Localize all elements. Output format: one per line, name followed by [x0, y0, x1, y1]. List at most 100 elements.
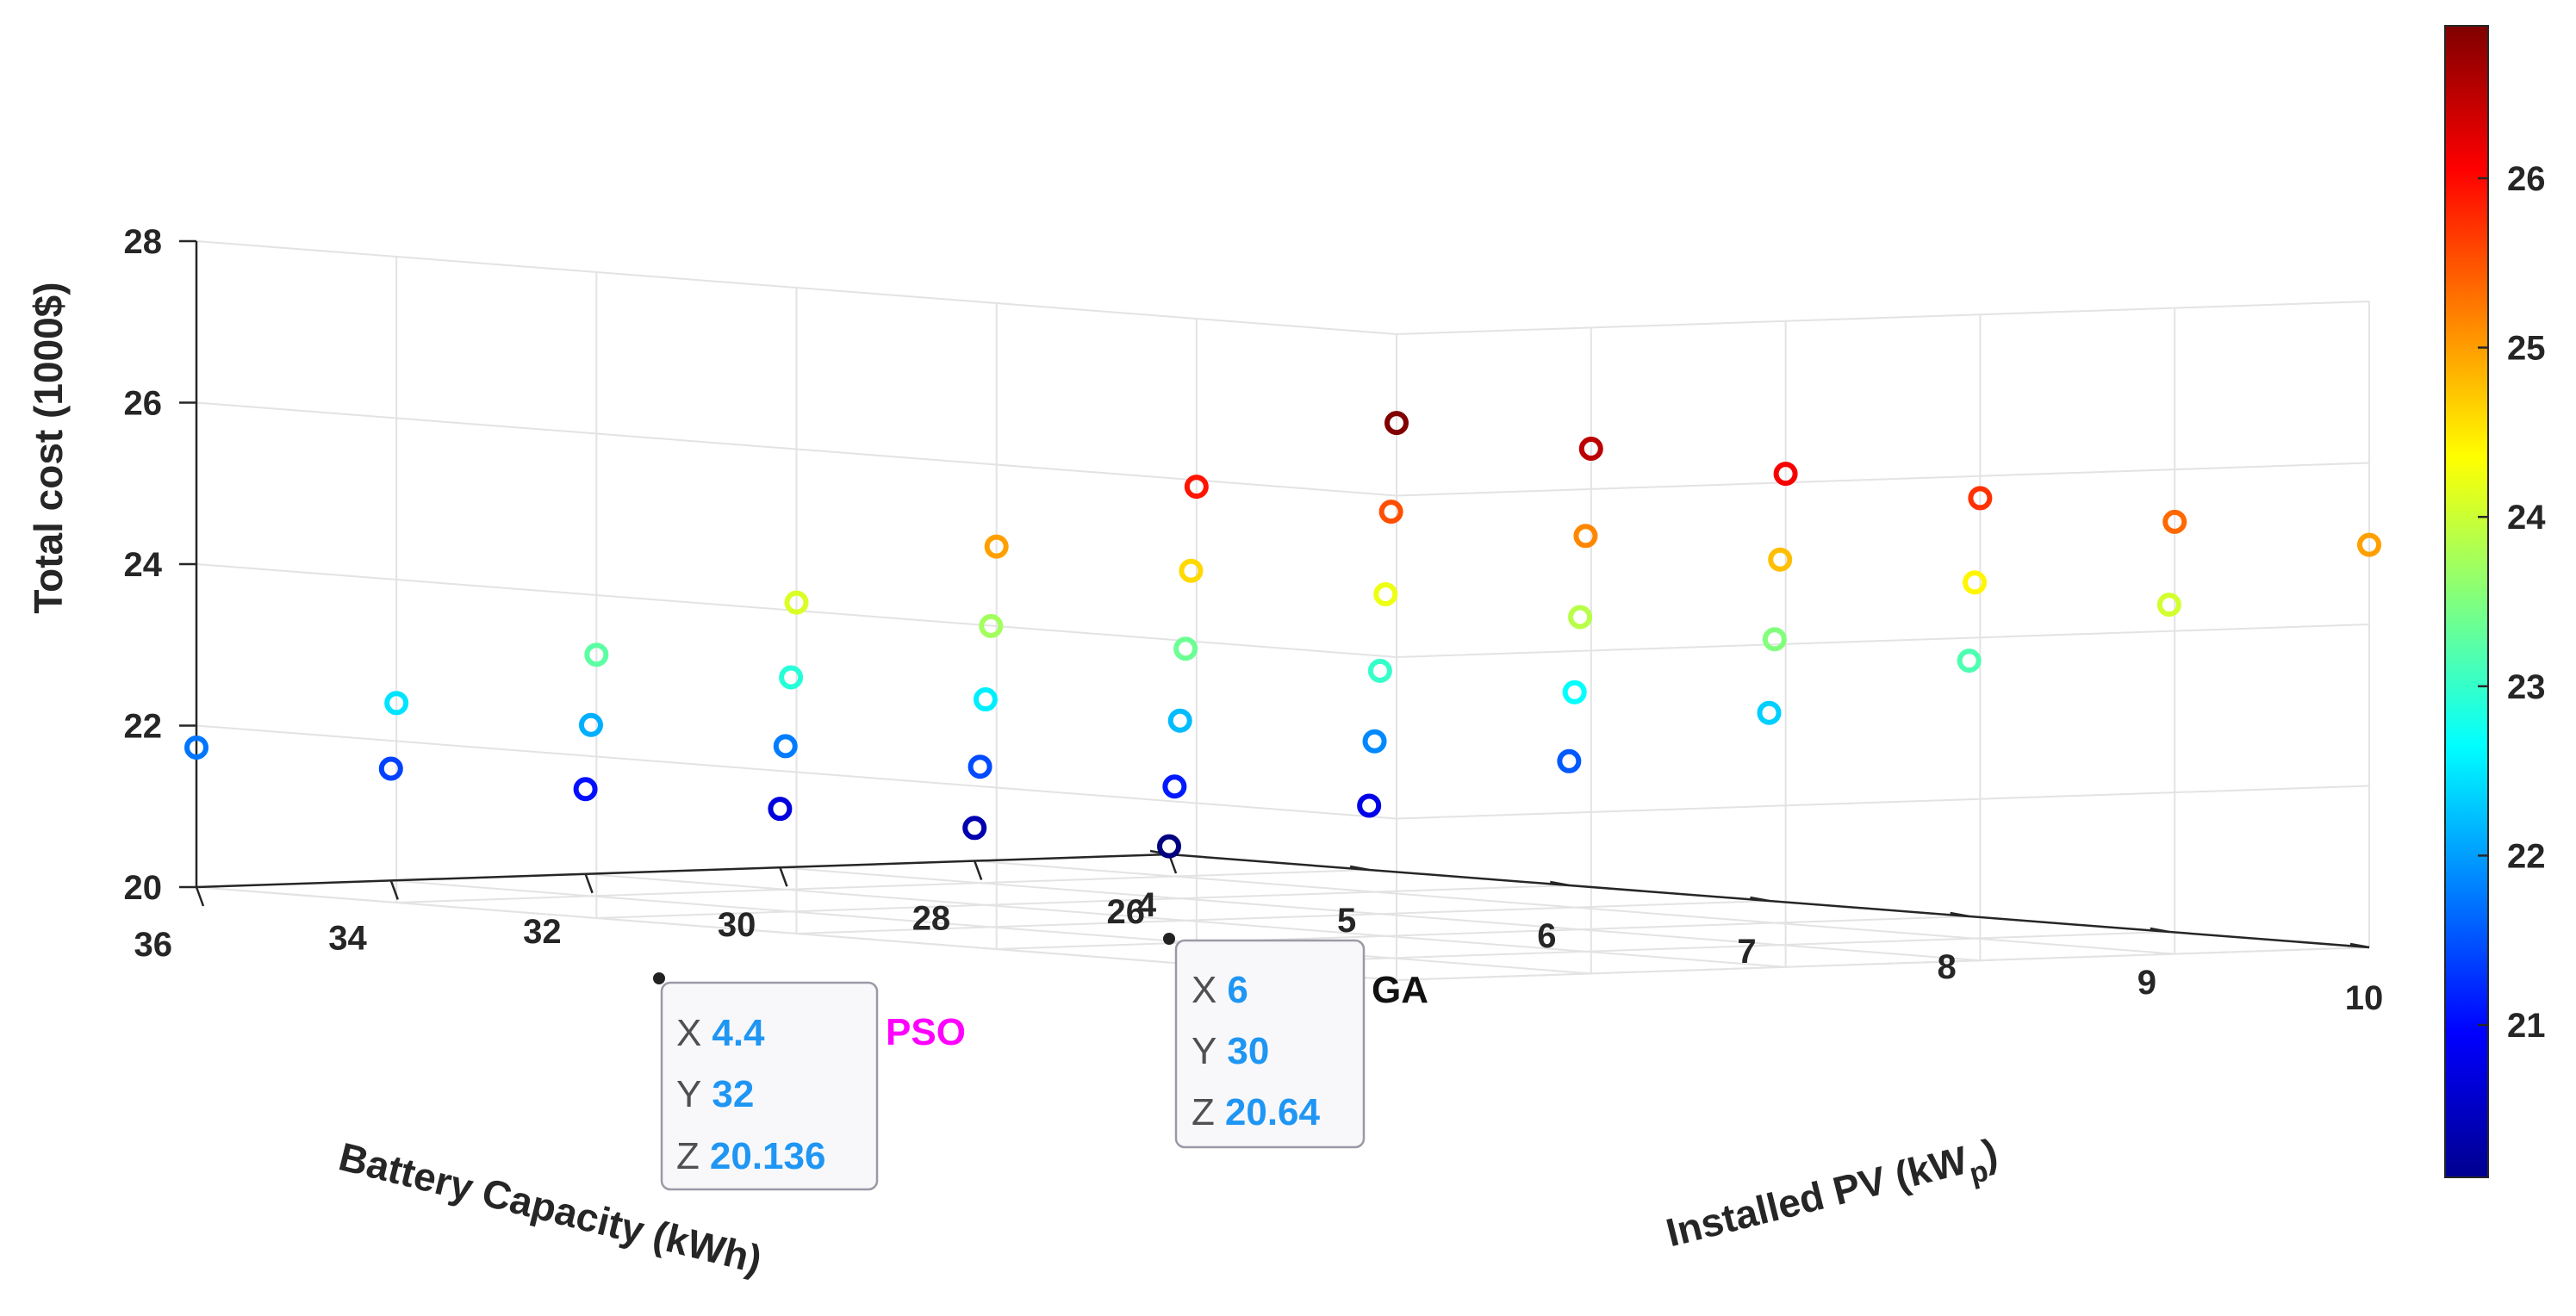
- grid-line: [396, 869, 1370, 903]
- z-tick-label: 28: [124, 223, 163, 261]
- data-point[interactable]: [2162, 509, 2187, 534]
- x-tick-mark: [1349, 865, 1370, 872]
- data-point[interactable]: [979, 613, 1004, 638]
- grid-lines: [196, 240, 2370, 982]
- grid-line: [796, 900, 1770, 934]
- z-tick-label: 20: [124, 869, 163, 907]
- y-tick-mark: [974, 860, 983, 881]
- grid-line: [585, 872, 1786, 968]
- data-point[interactable]: [1179, 558, 1204, 583]
- y-tick-label: 36: [134, 926, 173, 964]
- data-point[interactable]: [578, 712, 603, 737]
- y-tick-mark: [195, 886, 205, 907]
- data-point[interactable]: [1184, 475, 1209, 500]
- grid-line: [596, 885, 1570, 919]
- y-tick-label: 30: [718, 906, 756, 944]
- data-point[interactable]: [968, 754, 992, 779]
- colorbar-tick-label: 23: [2507, 668, 2546, 706]
- colorbar-tick-label: 21: [2507, 1007, 2546, 1045]
- colorbar-tick-label: 22: [2507, 837, 2546, 875]
- data-point[interactable]: [384, 691, 409, 716]
- data-point[interactable]: [1362, 729, 1387, 754]
- z-tick-label: 24: [124, 546, 163, 584]
- data-point[interactable]: [1968, 486, 1993, 511]
- data-point[interactable]: [2357, 532, 2381, 557]
- colorbar: 21 22 23 24 25 26: [2444, 25, 2546, 1178]
- x-tick-label: 8: [1938, 948, 1957, 986]
- data-point[interactable]: [973, 687, 998, 712]
- z-tick-label: 22: [124, 708, 163, 746]
- z-tick-label: 26: [124, 385, 163, 423]
- data-point[interactable]: [773, 734, 798, 759]
- x-axis-label: Installed PV (kWp): [1662, 1130, 2005, 1265]
- data-point[interactable]: [784, 590, 809, 615]
- data-point[interactable]: [1162, 774, 1187, 799]
- y-tick-mark: [584, 873, 594, 894]
- data-point[interactable]: [584, 642, 609, 667]
- grid-line: [974, 860, 2175, 955]
- x-tick-label: 5: [1337, 902, 1356, 940]
- pso-point-marker: [653, 972, 665, 984]
- y-axis-line: [196, 853, 1170, 889]
- data-point[interactable]: [1573, 524, 1598, 549]
- grid-line: [996, 916, 1969, 950]
- colorbar-tick-label: 24: [2507, 499, 2546, 537]
- data-point[interactable]: [1384, 411, 1409, 436]
- x-tick-label: 6: [1537, 917, 1556, 955]
- data-point[interactable]: [1157, 834, 1181, 859]
- ga-tip-z: Z 20.64: [1192, 1091, 1321, 1133]
- data-point[interactable]: [1957, 649, 1982, 674]
- data-point[interactable]: [779, 665, 804, 690]
- data-point[interactable]: [1568, 605, 1593, 630]
- x-tick-mark: [2349, 942, 2370, 949]
- data-point[interactable]: [1562, 680, 1587, 705]
- x-tick-mark: [1550, 880, 1570, 887]
- data-point[interactable]: [378, 756, 403, 781]
- data-point[interactable]: [1378, 500, 1403, 525]
- colorbar-tick-label: 25: [2507, 330, 2546, 368]
- grid-line: [196, 240, 2370, 336]
- colorbar-tick-label: 26: [2507, 160, 2546, 198]
- x-tick-mark: [1950, 911, 1969, 918]
- x-tick-label: 4: [1137, 886, 1157, 924]
- grid-line: [780, 866, 1981, 962]
- data-point[interactable]: [984, 534, 1009, 559]
- data-point[interactable]: [184, 735, 208, 760]
- data-point[interactable]: [1768, 547, 1793, 572]
- x-tick-label: 10: [2345, 979, 2384, 1017]
- data-point[interactable]: [1373, 582, 1398, 607]
- colorbar-gradient: [2444, 25, 2489, 1178]
- grid-line: [196, 724, 2370, 820]
- data-point[interactable]: [962, 816, 987, 841]
- data-point[interactable]: [768, 797, 793, 822]
- grid-line: [196, 886, 2370, 982]
- ga-tip-y: Y 30: [1192, 1030, 1269, 1072]
- data-point[interactable]: [1762, 627, 1787, 652]
- data-point[interactable]: [1578, 437, 1603, 462]
- data-point[interactable]: [2156, 593, 2181, 618]
- data-point[interactable]: [1167, 708, 1192, 733]
- pso-label: PSO: [886, 1011, 966, 1053]
- y-tick-mark: [389, 879, 399, 900]
- y-tick-label: 34: [328, 919, 367, 957]
- x-axis-label-main: Installed PV (kW: [1662, 1137, 1972, 1255]
- data-point[interactable]: [1773, 462, 1798, 487]
- ga-label: GA: [1372, 969, 1428, 1011]
- x-tick-label: 7: [1737, 933, 1756, 971]
- data-point[interactable]: [573, 777, 598, 802]
- data-point[interactable]: [1367, 658, 1392, 683]
- y-tick-mark: [779, 866, 788, 887]
- y-tick-label: 26: [1107, 893, 1146, 931]
- datatip-pso[interactable]: X 4.4 Y 32 Z 20.136 PSO: [653, 972, 966, 1191]
- data-point[interactable]: [1173, 636, 1198, 661]
- grid-line: [390, 879, 1591, 975]
- data-point[interactable]: [1357, 793, 1382, 818]
- data-point[interactable]: [1757, 700, 1782, 725]
- data-point[interactable]: [1963, 570, 1988, 595]
- data-point[interactable]: [1557, 748, 1582, 773]
- pso-tip-y: Y 32: [676, 1073, 754, 1115]
